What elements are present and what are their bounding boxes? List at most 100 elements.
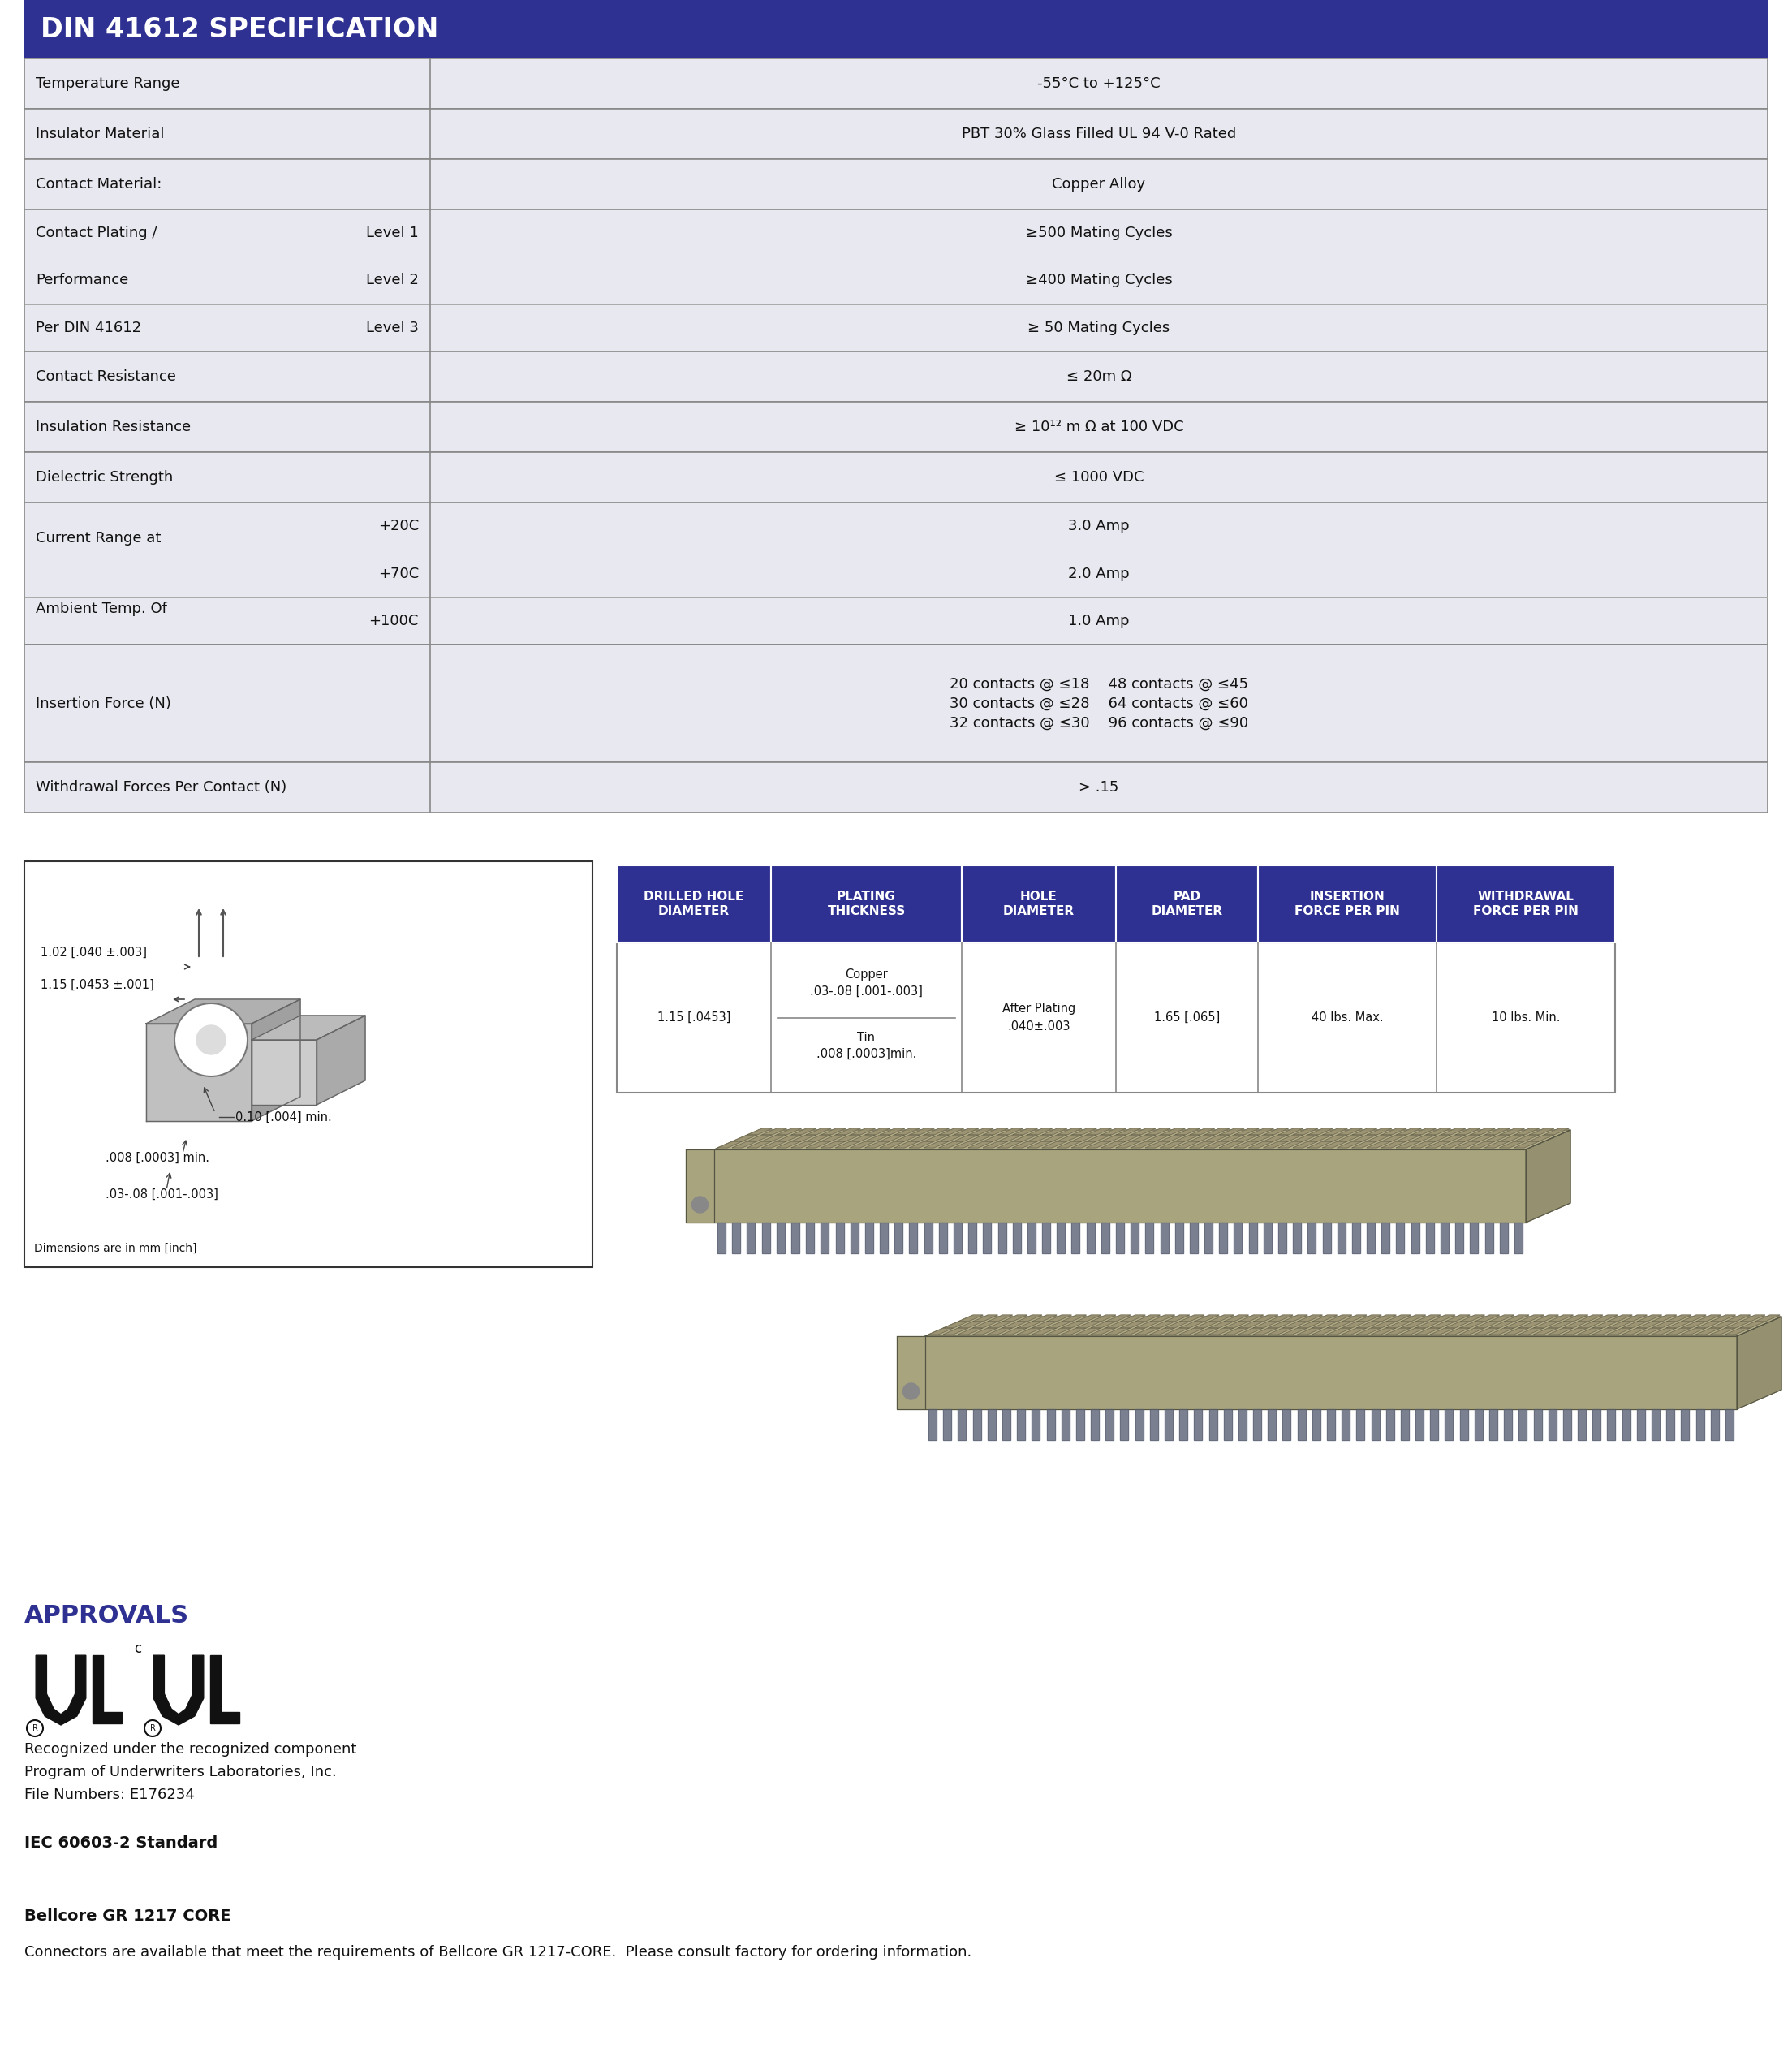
Text: APPROVALS: APPROVALS <box>25 1604 190 1627</box>
Polygon shape <box>1382 1223 1389 1252</box>
Polygon shape <box>1430 1314 1455 1321</box>
Polygon shape <box>733 1134 756 1141</box>
Polygon shape <box>1269 1314 1292 1321</box>
Text: ≥ 10¹² m Ω at 100 VDC: ≥ 10¹² m Ω at 100 VDC <box>1014 420 1183 435</box>
Polygon shape <box>1102 1223 1109 1252</box>
Polygon shape <box>1091 1329 1116 1335</box>
Polygon shape <box>1593 1329 1616 1335</box>
Polygon shape <box>849 1141 874 1149</box>
Bar <box>25 58 1767 110</box>
Polygon shape <box>909 1141 934 1149</box>
Polygon shape <box>1002 1314 1027 1321</box>
Polygon shape <box>1235 1134 1258 1141</box>
Polygon shape <box>1500 1223 1507 1252</box>
Polygon shape <box>1486 1134 1509 1141</box>
Polygon shape <box>1489 1314 1514 1321</box>
Polygon shape <box>1091 1314 1116 1321</box>
Text: ≥500 Mating Cycles: ≥500 Mating Cycles <box>1025 226 1172 240</box>
Polygon shape <box>998 1141 1023 1149</box>
Polygon shape <box>1308 1223 1315 1252</box>
Polygon shape <box>1396 1141 1421 1149</box>
Polygon shape <box>1120 1410 1129 1441</box>
Polygon shape <box>1116 1134 1142 1141</box>
Polygon shape <box>1061 1321 1086 1329</box>
Polygon shape <box>1548 1329 1573 1335</box>
Polygon shape <box>1455 1128 1480 1134</box>
Polygon shape <box>1695 1329 1720 1335</box>
Polygon shape <box>1238 1314 1263 1321</box>
Polygon shape <box>1263 1128 1288 1134</box>
Bar <box>25 159 1767 209</box>
Polygon shape <box>1131 1223 1138 1252</box>
Text: Tin: Tin <box>857 1031 874 1043</box>
Polygon shape <box>1548 1410 1557 1441</box>
Polygon shape <box>880 1223 889 1252</box>
Polygon shape <box>762 1223 771 1252</box>
Polygon shape <box>1283 1410 1290 1441</box>
Polygon shape <box>1012 1128 1038 1134</box>
Polygon shape <box>1622 1410 1631 1441</box>
Polygon shape <box>1351 1223 1360 1252</box>
Polygon shape <box>1190 1128 1215 1134</box>
Polygon shape <box>1116 1223 1124 1252</box>
Polygon shape <box>91 1656 122 1722</box>
Polygon shape <box>1297 1329 1322 1335</box>
Polygon shape <box>1622 1314 1647 1321</box>
Polygon shape <box>1382 1128 1407 1134</box>
Polygon shape <box>747 1223 754 1252</box>
Polygon shape <box>851 1134 874 1141</box>
Polygon shape <box>1312 1410 1321 1441</box>
Polygon shape <box>1726 1329 1751 1335</box>
Polygon shape <box>1091 1410 1098 1441</box>
Polygon shape <box>1667 1314 1692 1321</box>
Text: 1.02 [.040 ±.003]: 1.02 [.040 ±.003] <box>41 946 147 958</box>
Polygon shape <box>1179 1329 1204 1335</box>
Polygon shape <box>1593 1314 1618 1321</box>
Polygon shape <box>1190 1134 1215 1141</box>
Polygon shape <box>1102 1128 1125 1134</box>
Polygon shape <box>1283 1314 1308 1321</box>
Polygon shape <box>1253 1410 1262 1441</box>
Text: .008 [.0003] min.: .008 [.0003] min. <box>106 1151 210 1163</box>
Polygon shape <box>1416 1314 1441 1321</box>
Polygon shape <box>1193 1410 1202 1441</box>
Text: Copper Alloy: Copper Alloy <box>1052 176 1145 193</box>
Polygon shape <box>1514 1141 1539 1149</box>
Polygon shape <box>1294 1141 1317 1149</box>
Polygon shape <box>1455 1141 1480 1149</box>
Polygon shape <box>1489 1410 1498 1441</box>
Polygon shape <box>1503 1314 1529 1321</box>
Polygon shape <box>1401 1410 1409 1441</box>
Text: .040±.003: .040±.003 <box>1007 1021 1070 1033</box>
Polygon shape <box>1263 1141 1288 1149</box>
Polygon shape <box>747 1134 772 1141</box>
Polygon shape <box>1179 1321 1204 1329</box>
Polygon shape <box>1086 1128 1111 1134</box>
Text: 2.0 Amp: 2.0 Amp <box>1068 567 1129 582</box>
Text: -55°C to +125°C: -55°C to +125°C <box>1038 77 1161 91</box>
Polygon shape <box>1219 1128 1244 1134</box>
Polygon shape <box>1179 1410 1188 1441</box>
Polygon shape <box>943 1329 968 1335</box>
Polygon shape <box>1165 1329 1190 1335</box>
Text: FORCE PER PIN: FORCE PER PIN <box>1473 905 1579 917</box>
Bar <box>25 762 1767 814</box>
Polygon shape <box>251 1000 301 1122</box>
Polygon shape <box>1235 1128 1260 1134</box>
Text: +20C: +20C <box>378 520 419 534</box>
Polygon shape <box>1249 1134 1274 1141</box>
Polygon shape <box>1308 1141 1333 1149</box>
Polygon shape <box>1165 1321 1190 1329</box>
Polygon shape <box>1426 1128 1452 1134</box>
Polygon shape <box>776 1134 801 1141</box>
Polygon shape <box>1193 1329 1219 1335</box>
Polygon shape <box>1018 1314 1041 1321</box>
Text: ≤ 20m Ω: ≤ 20m Ω <box>1066 368 1131 383</box>
Polygon shape <box>1263 1134 1288 1141</box>
Polygon shape <box>1740 1321 1765 1329</box>
Text: IEC 60603-2 Standard: IEC 60603-2 Standard <box>25 1836 217 1851</box>
Polygon shape <box>1106 1314 1131 1321</box>
Polygon shape <box>1077 1410 1084 1441</box>
Text: Insulation Resistance: Insulation Resistance <box>36 420 190 435</box>
Text: Recognized under the recognized component: Recognized under the recognized componen… <box>25 1743 357 1757</box>
